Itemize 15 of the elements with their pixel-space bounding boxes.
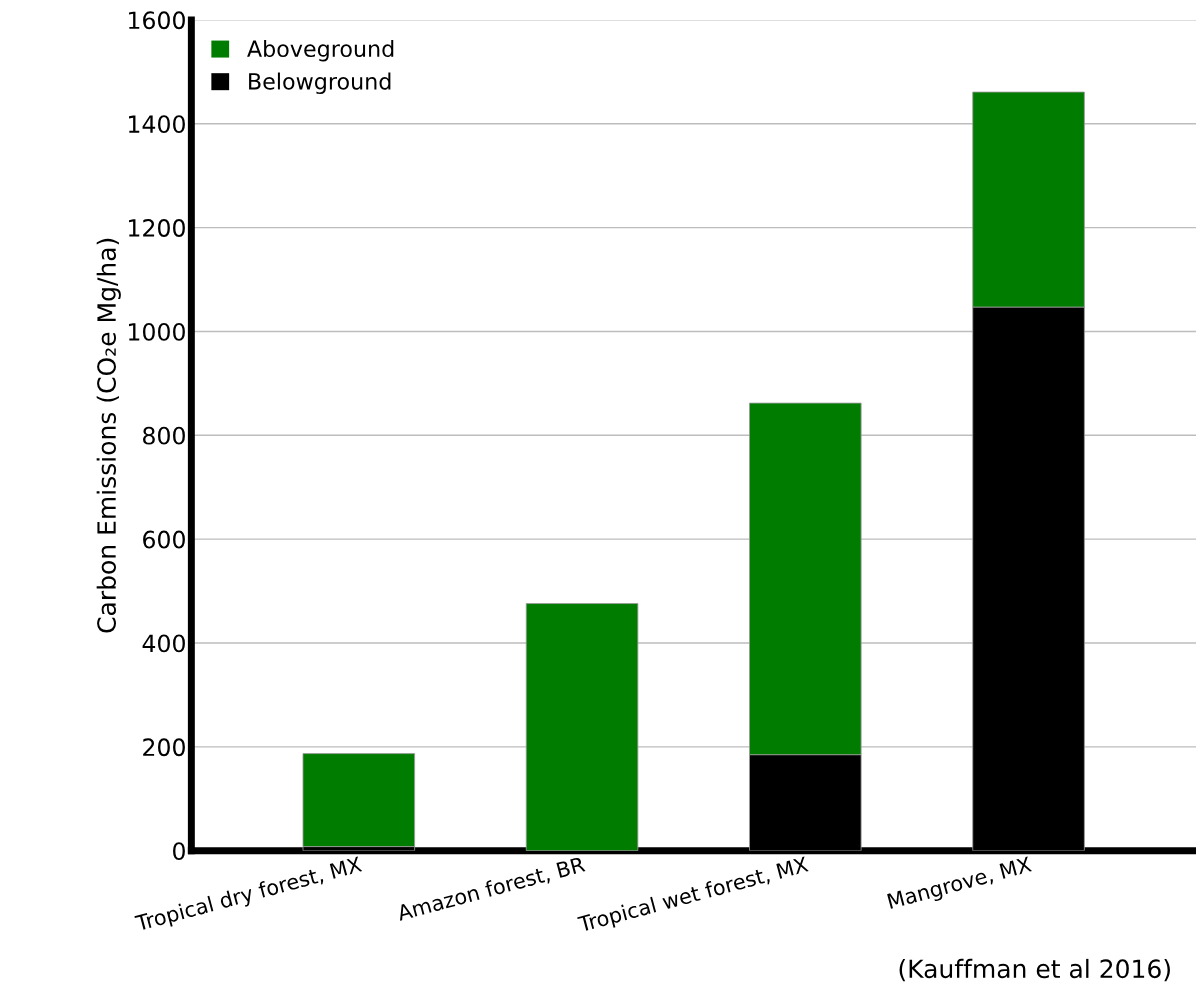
legend-label: Aboveground [247, 39, 394, 62]
text: (Kauffman et al 2016) [899, 958, 1170, 982]
y-tick-label: 0 [173, 842, 185, 861]
y-tick-label: 1600 [129, 11, 185, 30]
y-tick-label: 200 [143, 738, 185, 757]
legend-label: Belowground [249, 72, 391, 95]
bar [302, 753, 416, 847]
y-tick-label: 800 [143, 426, 185, 445]
bar [525, 603, 639, 851]
y-tick-label: 600 [143, 530, 185, 549]
y-tick-label: 400 [142, 634, 185, 653]
y-tick-label: 1000 [129, 322, 185, 341]
y-axis-title: Carbon Emissions (CO₂e Mg/ha) [96, 238, 121, 633]
y-tick-label: 1200 [129, 219, 185, 237]
y-tick-label: 1400 [129, 115, 185, 134]
